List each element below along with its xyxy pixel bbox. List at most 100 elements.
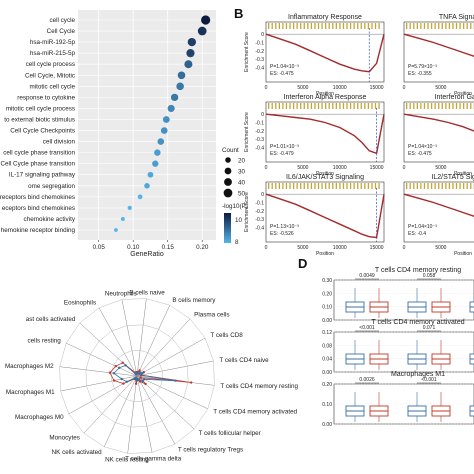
gsea-hit-bar: [470, 183, 472, 189]
boxplot-ytick-label: 0.10: [322, 305, 332, 311]
gsea-hit-bar: [438, 103, 440, 109]
radar-spoke: [66, 342, 138, 377]
radar-point: [134, 382, 138, 385]
radar-point: [114, 364, 117, 368]
dotplot-category-label: Cell Cycle, Mitotic: [25, 72, 75, 79]
gsea-hit-bar: [285, 183, 288, 189]
count-legend: 20 30 40 50: [223, 157, 246, 198]
radar-category-label: T cells CD4 memory resting: [220, 383, 298, 390]
gsea-hit-bar: [445, 23, 447, 29]
gsea-curve: [403, 33, 474, 57]
gsea-es: ES: -0.479: [270, 151, 294, 157]
gsea-hit-bar: [339, 23, 341, 29]
gsea-hit-bar: [292, 183, 295, 189]
gsea-hit-bar: [378, 183, 380, 189]
dotplot-category-label: Cell Cycle phase transition: [0, 161, 75, 168]
gsea-hit-bar: [317, 183, 320, 189]
gsea-hit-bar: [328, 23, 330, 29]
gsea-xtick-label: 5000: [435, 165, 446, 171]
radar-point: [121, 361, 124, 364]
gsea-xtick-label: 15000: [370, 165, 384, 171]
gsea-hit-bar: [282, 23, 284, 29]
boxplot-ytick-label: 0.00: [322, 370, 332, 376]
gsea-hit-bar: [310, 23, 313, 29]
dotplot-xlabel: GeneRatio: [130, 251, 164, 258]
gsea-hit-bar: [282, 103, 284, 109]
gsea-hit-bar: [364, 23, 366, 29]
gsea-subplot: IL2/STAT5 Signaling P=1.04×10⁻³ES: -0.4 0 5…: [403, 174, 474, 257]
gsea-hit-bar: [445, 183, 447, 189]
gsea-hit-bar: [335, 183, 337, 189]
gsea-hit-bar: [452, 103, 454, 109]
dotplot-point: [120, 216, 125, 221]
gsea-hit-bar: [300, 23, 302, 29]
gsea-hit-bar: [466, 183, 468, 189]
gsea-xtick-label: 0: [265, 165, 268, 171]
gsea-hit-bar: [409, 103, 411, 109]
gsea-hit-bar: [332, 183, 334, 189]
dotplot-point: [137, 194, 143, 200]
gsea-es: ES: -0.526: [270, 231, 294, 237]
gsea-xlabel: Position: [454, 251, 472, 257]
gsea-plot-frame: [265, 181, 385, 243]
gsea-hit-bar: [268, 23, 270, 29]
gsea-hit-bar: [335, 103, 337, 109]
gsea-hit-bar: [413, 23, 415, 29]
gsea-hit-bar: [268, 103, 270, 109]
gsea-hit-bar: [346, 183, 348, 189]
gsea-hit-bar: [285, 103, 288, 109]
gsea-hit-bar: [463, 23, 465, 29]
dotplot-point: [184, 60, 193, 69]
gsea-hit-bar: [455, 23, 458, 29]
gsea-es: ES: -0.355: [408, 71, 432, 77]
gsea-hit-bar: [406, 183, 408, 189]
radar-spoke: [136, 305, 171, 377]
gsea-xtick-label: 15000: [370, 85, 384, 91]
gsea-hit-bar: [441, 103, 443, 109]
gsea-hit-bar: [278, 183, 280, 189]
gsea-ylabel: Enrichment Score: [244, 192, 250, 232]
gsea-ytick-label: -0.1: [255, 201, 264, 207]
gsea-hit-bar: [360, 183, 362, 189]
dotplot-point: [157, 138, 165, 145]
gsea-hit-bar: [296, 23, 298, 29]
dotplot-category-label: hemokine receptor binding: [1, 227, 76, 234]
gsea-hit-bar: [413, 183, 415, 189]
boxplot-frame: [333, 279, 474, 321]
radar-category-label: Macrophages M0: [15, 414, 64, 421]
gsea-xtick-label: 5000: [297, 165, 308, 171]
gsea-hit-bar: [271, 103, 273, 109]
gsea-hit-bar: [357, 103, 359, 109]
radar-category-label: B cells naive: [129, 290, 165, 297]
gsea-es: ES: -0.4: [408, 231, 426, 237]
radar-spoke: [83, 375, 138, 434]
gsea-ytick-label: -0.3: [255, 57, 264, 63]
gsea-hit-bar: [271, 23, 273, 29]
boxplot-title: Macrophages M1: [391, 371, 445, 378]
gsea-hit-bar: [353, 183, 355, 189]
gsea-xtick-label: 5000: [297, 245, 308, 251]
gsea-xtick-label: 15000: [370, 245, 384, 251]
color-legend-tick-1: 8: [235, 239, 239, 246]
gsea-hit-bar: [374, 23, 377, 29]
gsea-hit-bar: [434, 183, 436, 189]
boxplot-ytick-label: 0.20: [322, 291, 332, 297]
gsea-xtick-label: 5000: [435, 85, 446, 91]
gsea-hit-bar: [292, 23, 295, 29]
gsea-xlabel: Position: [316, 251, 334, 257]
gsea-hit-bar: [357, 183, 359, 189]
gsea-hit-bar: [328, 103, 330, 109]
gsea-hit-bar: [455, 183, 458, 189]
boxplot-subplot: T cells CD4 memory activated 0.12 0.08 0.04…: [322, 319, 474, 376]
gsea-subplot-title: IL6/JAK/STAT3 Signaling: [286, 174, 364, 181]
radar-point: [122, 382, 125, 385]
radar-ring: [59, 298, 215, 454]
boxplot-ytick-label: 0.10: [322, 402, 332, 408]
gsea-hit-bar: [452, 23, 454, 29]
radar-panel: B cells naive B cells memory Plasma cells T…: [5, 290, 299, 464]
gsea-hit-bar: [275, 103, 277, 109]
radar-point: [141, 371, 144, 375]
gsea-hit-bar: [314, 183, 316, 189]
